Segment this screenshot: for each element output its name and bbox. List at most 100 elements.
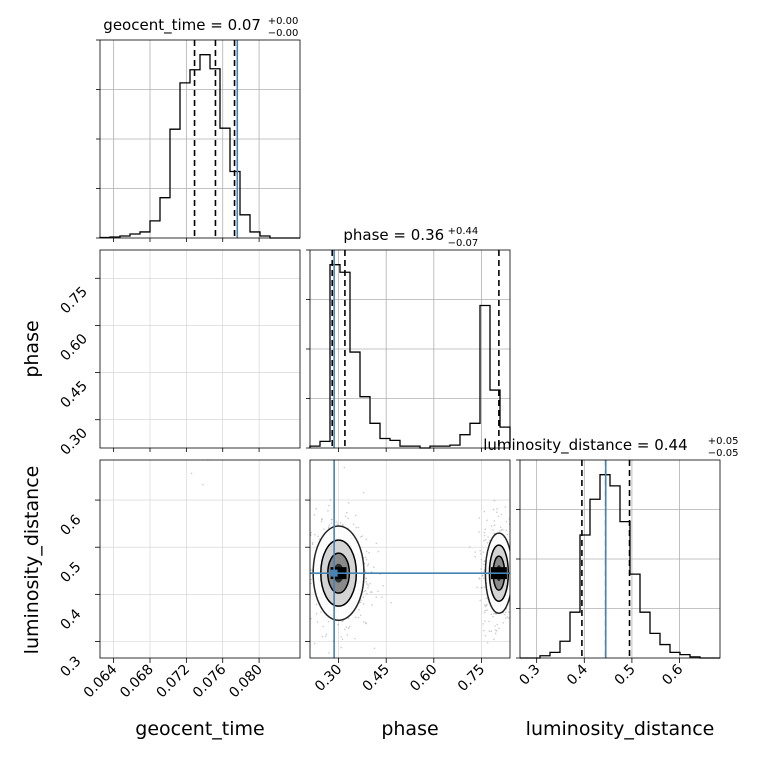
sample-point (237, 436, 239, 438)
sample-point (235, 606, 237, 608)
sample-point (221, 572, 223, 574)
sample-point (168, 557, 170, 559)
sample-point (240, 411, 242, 413)
sample-point (173, 408, 175, 410)
sample-point (203, 526, 205, 528)
sample-point (226, 605, 228, 607)
sample-point (218, 599, 220, 601)
xtick-label-luminosity_distance-3: 0.6 (659, 661, 686, 688)
sample-point (234, 239, 236, 241)
sample-point (161, 623, 163, 625)
sample-point (210, 549, 212, 551)
sample-point (238, 594, 240, 596)
sample-point (348, 625, 351, 628)
sample-point (231, 597, 233, 599)
sample-point (197, 437, 199, 439)
sample-point (211, 581, 213, 583)
sample-point (236, 401, 238, 403)
sample-point (213, 433, 215, 435)
sample-point (165, 608, 167, 610)
sample-point (209, 524, 211, 526)
sample-point (213, 269, 215, 271)
sample-point (212, 401, 214, 403)
sample-point (238, 434, 240, 436)
sample-point (206, 610, 208, 612)
sample-point (253, 414, 255, 416)
hist-title-lower-luminosity_distance: −0.05 (708, 448, 739, 459)
sample-point (209, 243, 211, 245)
sample-point (267, 252, 269, 254)
sample-point (208, 585, 210, 587)
sample-point (205, 408, 207, 410)
sample-point (240, 555, 242, 557)
sample-point (238, 429, 240, 431)
sample-point (219, 523, 221, 525)
sample-point (226, 244, 228, 246)
sample-point (202, 562, 204, 564)
contour-geocent_time-luminosity_distance-mode0-level3 (207, 564, 223, 583)
sample-point (247, 266, 249, 268)
sample-point (224, 565, 226, 567)
sample-point (224, 567, 226, 569)
sample-point (236, 404, 238, 406)
sample-point (188, 416, 190, 418)
sample-point (209, 502, 211, 504)
sample-point (198, 252, 200, 254)
sample-point (194, 434, 196, 436)
sample-point (239, 585, 241, 587)
sample-point (218, 455, 220, 457)
sample-point (230, 255, 232, 257)
sample-point (203, 604, 205, 606)
sample-point (311, 543, 314, 545)
sample-point (238, 586, 240, 588)
sample-point (231, 586, 233, 588)
sample-point (215, 373, 217, 375)
sample-point (228, 282, 230, 284)
sample-point (199, 392, 201, 394)
sample-point (252, 575, 254, 577)
sample-point (202, 582, 204, 584)
sample-point (265, 513, 267, 515)
sample-point (238, 407, 240, 409)
sample-point (224, 583, 226, 585)
sample-point (210, 553, 212, 555)
sample-point (235, 565, 237, 567)
sample-point (202, 602, 204, 604)
sample-point (505, 520, 508, 523)
sample-point (197, 585, 199, 587)
sample-point (264, 613, 266, 615)
sample-point (499, 663, 501, 665)
truth-marker-geocent_time-luminosity_distance (234, 570, 241, 577)
sample-point (214, 528, 216, 530)
sample-point (217, 418, 219, 420)
sample-point (219, 610, 221, 612)
sample-point (178, 393, 180, 395)
sample-point (140, 561, 142, 563)
sample-point (201, 603, 203, 605)
sample-point (269, 398, 271, 400)
sample-point (229, 428, 231, 430)
sample-point (190, 576, 192, 578)
sample-point (240, 439, 242, 441)
sample-point (250, 532, 252, 534)
sample-point (359, 614, 362, 617)
sample-point (255, 579, 257, 581)
sample-point (202, 528, 204, 530)
sample-point (170, 583, 172, 585)
sample-point (216, 255, 218, 257)
sample-point (214, 431, 216, 433)
sample-point (225, 569, 227, 571)
sample-point (167, 537, 169, 539)
sample-point (251, 576, 253, 578)
sample-point (219, 271, 221, 273)
sample-point (513, 558, 515, 560)
sample-point (234, 440, 236, 442)
sample-point (212, 642, 214, 644)
sample-point (241, 543, 243, 545)
contour-geocent_time-phase-mode1-level0 (180, 248, 248, 275)
sample-point (246, 536, 248, 538)
sample-point (200, 568, 202, 570)
hist-title-lower-geocent_time: −0.00 (268, 28, 299, 39)
sample-point (237, 535, 239, 537)
sample-point (204, 613, 206, 615)
